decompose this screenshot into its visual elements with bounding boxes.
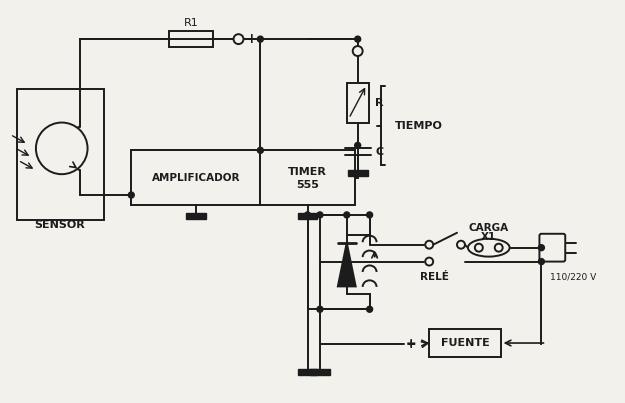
Circle shape [317,212,323,218]
Text: SENSOR: SENSOR [34,220,85,230]
Bar [310,369,330,375]
Circle shape [495,244,502,251]
Text: 110/220 V: 110/220 V [550,273,596,282]
Circle shape [457,241,465,249]
Text: TIMER: TIMER [288,167,327,177]
Text: +: + [406,337,417,349]
Circle shape [425,241,433,249]
Bar [261,150,355,205]
Bar [186,213,206,219]
Bar [347,83,369,123]
Bar [169,31,212,47]
Text: X1: X1 [481,232,496,242]
Text: +: + [246,32,258,46]
Text: CARGA: CARGA [469,223,509,233]
Circle shape [367,306,372,312]
Circle shape [352,46,362,56]
FancyBboxPatch shape [539,234,565,262]
Circle shape [258,147,263,153]
Circle shape [538,259,544,264]
Text: FUENTE: FUENTE [441,338,489,348]
Circle shape [234,34,244,44]
Text: C: C [376,147,384,157]
Circle shape [475,244,483,251]
Text: AMPLIFICADOR: AMPLIFICADOR [151,172,240,183]
Circle shape [304,212,311,218]
Text: TIEMPO: TIEMPO [396,120,443,131]
Bar [298,369,318,375]
Circle shape [36,123,88,174]
Bar [348,170,368,176]
Text: R: R [375,98,384,108]
Text: 555: 555 [296,180,319,190]
Polygon shape [338,243,356,287]
Text: R1: R1 [184,18,198,28]
Text: +: + [406,337,417,351]
Circle shape [355,36,361,42]
Bar [17,89,104,220]
Circle shape [344,212,350,218]
Circle shape [317,306,323,312]
Circle shape [425,258,433,266]
Bar [131,150,261,205]
Circle shape [367,212,372,218]
Bar [429,329,501,357]
Circle shape [128,192,134,198]
Circle shape [258,36,263,42]
Circle shape [355,142,361,148]
Ellipse shape [468,239,509,257]
Bar [298,213,318,219]
Circle shape [538,245,544,251]
Text: RELÉ: RELÉ [420,272,449,283]
